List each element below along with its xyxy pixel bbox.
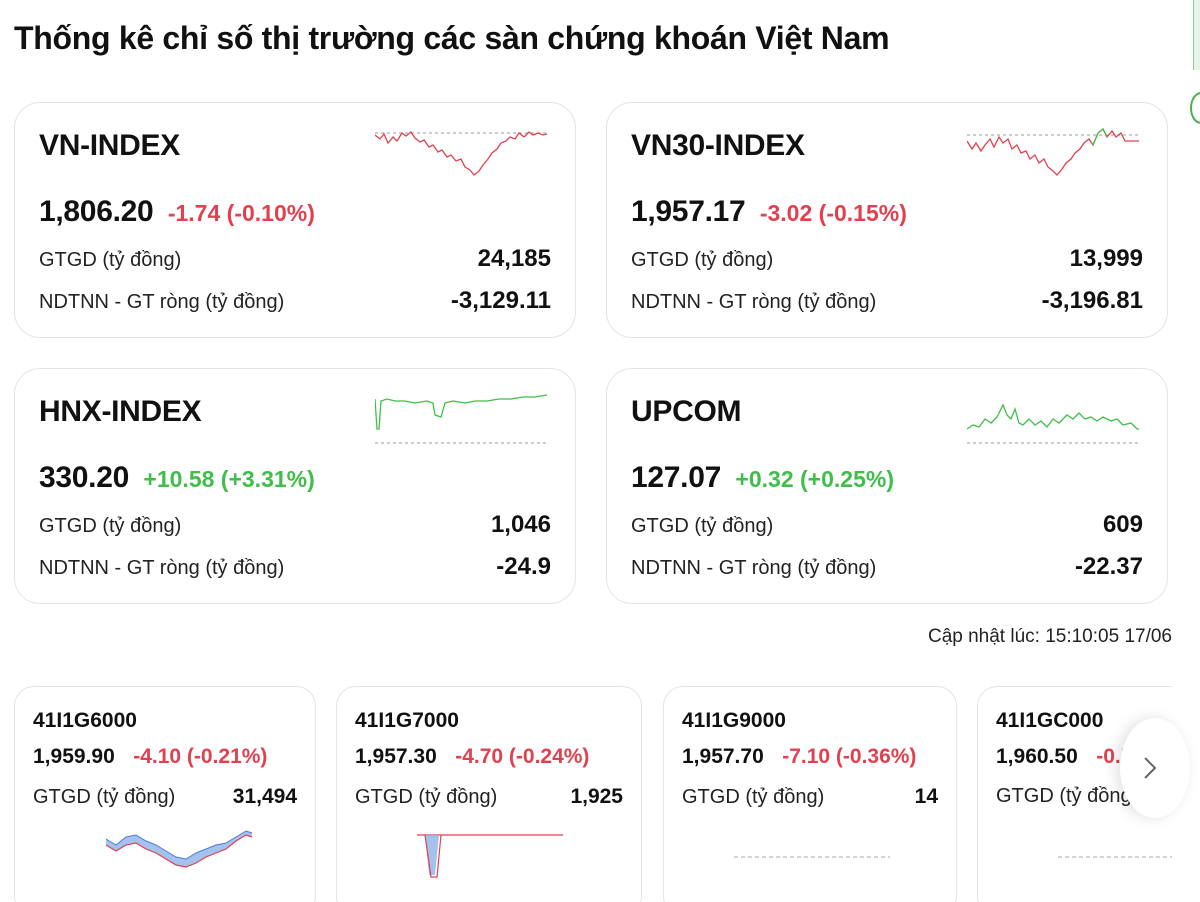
gtgd-label: GTGD (tỷ đồng) [996, 785, 1139, 807]
index-change: -1.74 (-0.10%) [167, 200, 315, 226]
gtgd-value: 31,494 [232, 785, 297, 808]
index-name: UPCOM [631, 395, 742, 428]
gtgd-value: 609 [1102, 511, 1143, 538]
index-card-vn30-index[interactable]: VN30-INDEX 1,957.17 -3.02 (-0.15%) GTGD … [606, 102, 1168, 338]
futures-carousel[interactable]: 41I1G6000 1,959.90 -4.10 (-0.21%) GTGD (… [0, 686, 1172, 902]
gtgd-label: GTGD (tỷ đồng) [39, 515, 182, 537]
futures-code: 41I1G6000 [33, 709, 137, 732]
futures-price: 1,960.50 [996, 745, 1078, 768]
futures-sparkline [105, 830, 253, 868]
futures-price: 1,957.30 [355, 745, 437, 768]
gtgd-label: GTGD (tỷ đồng) [682, 786, 825, 808]
carousel-next-button[interactable] [1120, 718, 1190, 818]
futures-card[interactable]: 41I1G9000 1,957.70 -7.10 (-0.36%) GTGD (… [663, 686, 957, 902]
ndtnn-label: NDTNN - GT ròng (tỷ đồng) [39, 557, 285, 579]
futures-card[interactable]: 41I1G7000 1,957.30 -4.70 (-0.24%) GTGD (… [336, 686, 642, 902]
ndtnn-value: -22.37 [1074, 553, 1143, 580]
index-name: HNX-INDEX [39, 395, 202, 428]
index-sparkline [967, 127, 1139, 176]
gtgd-value: 14 [914, 785, 938, 808]
index-name: VN30-INDEX [631, 129, 805, 162]
index-sparkline [967, 403, 1139, 444]
index-value: 127.07 [631, 461, 721, 494]
index-card-hnx-index[interactable]: HNX-INDEX 330.20 +10.58 (+3.31%) GTGD (t… [14, 368, 576, 604]
gtgd-label: GTGD (tỷ đồng) [355, 786, 498, 808]
index-sparkline [375, 394, 547, 444]
futures-card[interactable]: 41I1G6000 1,959.90 -4.10 (-0.21%) GTGD (… [14, 686, 316, 902]
futures-sparkline [417, 834, 563, 878]
index-value: 330.20 [39, 461, 129, 494]
futures-sparkline [1058, 856, 1172, 858]
futures-sparkline [734, 856, 890, 858]
page-title: Thống kê chỉ số thị trường các sàn chứng… [14, 20, 890, 56]
gtgd-label: GTGD (tỷ đồng) [33, 786, 176, 808]
futures-change: -4.70 (-0.24%) [455, 745, 590, 768]
index-card-upcom[interactable]: UPCOM 127.07 +0.32 (+0.25%) GTGD (tỷ đồn… [606, 368, 1168, 604]
edge-decoration [1193, 0, 1200, 70]
ndtnn-value: -24.9 [496, 553, 551, 580]
ndtnn-label: NDTNN - GT ròng (tỷ đồng) [39, 291, 285, 313]
futures-change: -4.10 (-0.21%) [133, 745, 268, 768]
gtgd-label: GTGD (tỷ đồng) [631, 515, 774, 537]
index-value: 1,957.17 [631, 195, 746, 228]
index-change: +0.32 (+0.25%) [735, 466, 894, 492]
ndtnn-label: NDTNN - GT ròng (tỷ đồng) [631, 291, 877, 313]
futures-code: 41I1G9000 [682, 709, 786, 732]
gtgd-label: GTGD (tỷ đồng) [631, 249, 774, 271]
futures-price: 1,959.90 [33, 745, 115, 768]
futures-code: 41I1G7000 [355, 709, 459, 732]
index-card-vn-index[interactable]: VN-INDEX 1,806.20 -1.74 (-0.10%) GTGD (t… [14, 102, 576, 338]
gtgd-value: 13,999 [1069, 245, 1143, 272]
gtgd-value: 1,046 [490, 511, 551, 538]
ndtnn-label: NDTNN - GT ròng (tỷ đồng) [631, 557, 877, 579]
gtgd-label: GTGD (tỷ đồng) [39, 249, 182, 271]
index-change: +10.58 (+3.31%) [143, 466, 315, 492]
edge-ring-icon [1190, 92, 1200, 124]
index-name: VN-INDEX [39, 129, 180, 162]
chevron-right-icon [1144, 757, 1157, 779]
futures-change: -7.10 (-0.36%) [782, 745, 917, 768]
gtgd-value: 24,185 [477, 245, 551, 272]
ndtnn-value: -3,196.81 [1041, 287, 1143, 314]
ndtnn-value: -3,129.11 [450, 287, 551, 314]
last-updated: Cập nhật lúc: 15:10:05 17/06 [927, 626, 1172, 647]
index-change: -3.02 (-0.15%) [759, 200, 907, 226]
futures-code: 41I1GC000 [996, 709, 1104, 732]
index-sparkline [375, 131, 547, 176]
gtgd-value: 1,925 [570, 785, 623, 808]
index-value: 1,806.20 [39, 195, 154, 228]
futures-price: 1,957.70 [682, 745, 764, 768]
